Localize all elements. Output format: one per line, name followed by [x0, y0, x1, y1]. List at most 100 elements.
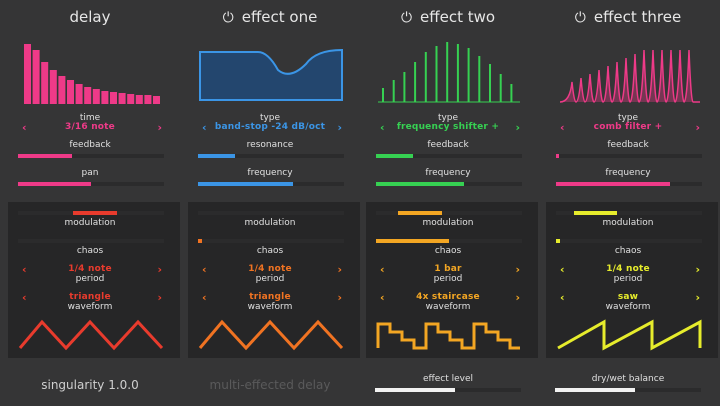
spectrum-line [510, 84, 513, 102]
chaos-slider[interactable] [556, 239, 702, 243]
chevron-left-icon[interactable]: ‹ [560, 291, 565, 304]
column-title: effect two [420, 8, 496, 26]
waveform-label: waveform [425, 302, 471, 312]
slider1[interactable] [198, 154, 344, 158]
chevron-left-icon[interactable]: ‹ [380, 291, 385, 304]
waveform-graph [376, 322, 520, 350]
type-label: type [617, 113, 639, 123]
power-icon[interactable]: ⏻ [222, 10, 234, 26]
waveform-value[interactable]: saw [617, 292, 639, 302]
waveform-label: waveform [605, 302, 651, 312]
chaos-slider[interactable] [18, 239, 164, 243]
column-header: ⏻ effect three [542, 8, 714, 32]
chevron-left-icon[interactable]: ‹ [202, 263, 207, 276]
bottom-text: singularity 1.0.0 [41, 378, 139, 392]
bottom-area: multi-effected delay [184, 378, 356, 392]
effect-column: ⏻ effect two type ‹ frequency shifter + ›… [362, 0, 538, 406]
modulation-slider[interactable] [198, 211, 344, 215]
power-icon[interactable]: ⏻ [400, 10, 413, 26]
chevron-right-icon[interactable]: › [337, 291, 342, 304]
slider1[interactable] [556, 154, 702, 158]
slider2-label: frequency [605, 168, 651, 178]
slider1-label: feedback [427, 140, 469, 150]
bottom-slider[interactable] [555, 388, 701, 392]
spectrum-line [403, 72, 406, 102]
chevron-left-icon[interactable]: ‹ [380, 263, 385, 276]
chevron-left-icon[interactable]: ‹ [560, 121, 565, 134]
delay-tap-bar [49, 70, 57, 104]
chevron-right-icon[interactable]: › [515, 121, 520, 134]
modulation-slider[interactable] [18, 211, 164, 215]
modulation-wave [198, 319, 344, 351]
chevron-right-icon[interactable]: › [515, 291, 520, 304]
delay-tap-bar [84, 87, 92, 104]
modulation-wave [376, 322, 520, 350]
chevron-right-icon[interactable]: › [337, 121, 342, 134]
slider2[interactable] [376, 182, 522, 186]
chevron-left-icon[interactable]: ‹ [202, 121, 207, 134]
modulation-label: modulation [422, 218, 474, 228]
waveform-value[interactable]: triangle [249, 292, 291, 302]
chevron-right-icon[interactable]: › [157, 291, 162, 304]
delay-tap-bar [58, 76, 66, 104]
type-value[interactable]: 3/16 note [64, 122, 115, 132]
waveform-value[interactable]: 4x staircase [416, 292, 480, 302]
bottom-slider[interactable] [375, 388, 521, 392]
filter-curve [199, 48, 343, 101]
waveform-label: waveform [67, 302, 113, 312]
waveform-value[interactable]: triangle [69, 292, 111, 302]
slider2[interactable] [198, 182, 344, 186]
period-label: period [255, 274, 285, 284]
bottom-area: singularity 1.0.0 [4, 378, 176, 392]
spectrum-line [499, 74, 502, 102]
spectrum-line [456, 44, 459, 102]
chevron-right-icon[interactable]: › [337, 263, 342, 276]
type-value[interactable]: frequency shifter + [396, 122, 500, 132]
delay-tap-bar [75, 84, 83, 104]
chevron-left-icon[interactable]: ‹ [560, 263, 565, 276]
chaos-slider[interactable] [198, 239, 344, 243]
chevron-left-icon[interactable]: ‹ [380, 121, 385, 134]
type-value[interactable]: comb filter + [593, 122, 663, 132]
bottom-area: dry/wet balance [542, 374, 714, 392]
period-value[interactable]: 1/4 note [606, 264, 650, 274]
chaos-slider[interactable] [376, 239, 522, 243]
chevron-right-icon[interactable]: › [157, 121, 162, 134]
modulation-slider[interactable] [376, 211, 522, 215]
chevron-right-icon[interactable]: › [695, 121, 700, 134]
chevron-right-icon[interactable]: › [695, 263, 700, 276]
chevron-right-icon[interactable]: › [157, 263, 162, 276]
delay-tap-bar [67, 80, 74, 104]
modulation-slider[interactable] [556, 211, 702, 215]
slider2-fill [376, 182, 464, 186]
chevron-left-icon[interactable]: ‹ [202, 291, 207, 304]
slider2[interactable] [556, 182, 702, 186]
chaos-label: chaos [614, 246, 642, 256]
type-label: type [259, 113, 281, 123]
bottom-fill [375, 388, 456, 392]
delay-tap-bar [127, 94, 135, 104]
slider1-label: resonance [246, 140, 294, 150]
chevron-left-icon[interactable]: ‹ [22, 263, 27, 276]
period-value[interactable]: 1 bar [434, 264, 462, 274]
slider2-label: frequency [247, 168, 293, 178]
modulation-wave [18, 319, 164, 351]
slider1-fill [556, 154, 559, 158]
chevron-left-icon[interactable]: ‹ [22, 291, 27, 304]
effect-column: ⏻delay time ‹ 3/16 note › feedback pan m… [4, 0, 180, 406]
chevron-right-icon[interactable]: › [515, 263, 520, 276]
power-icon[interactable]: ⏻ [574, 10, 586, 26]
slider1[interactable] [376, 154, 522, 158]
waveform-label: waveform [247, 302, 293, 312]
period-value[interactable]: 1/4 note [248, 264, 292, 274]
slider1[interactable] [18, 154, 164, 158]
slider1-fill [198, 154, 235, 158]
modulation-label: modulation [602, 218, 654, 228]
slider2[interactable] [18, 182, 164, 186]
period-value[interactable]: 1/4 note [68, 264, 112, 274]
chevron-left-icon[interactable]: ‹ [22, 121, 27, 134]
comb-response [559, 49, 700, 103]
chevron-right-icon[interactable]: › [695, 291, 700, 304]
type-value[interactable]: band-stop -24 dB/oct [214, 122, 326, 132]
column-header: ⏻ effect one [184, 8, 356, 32]
